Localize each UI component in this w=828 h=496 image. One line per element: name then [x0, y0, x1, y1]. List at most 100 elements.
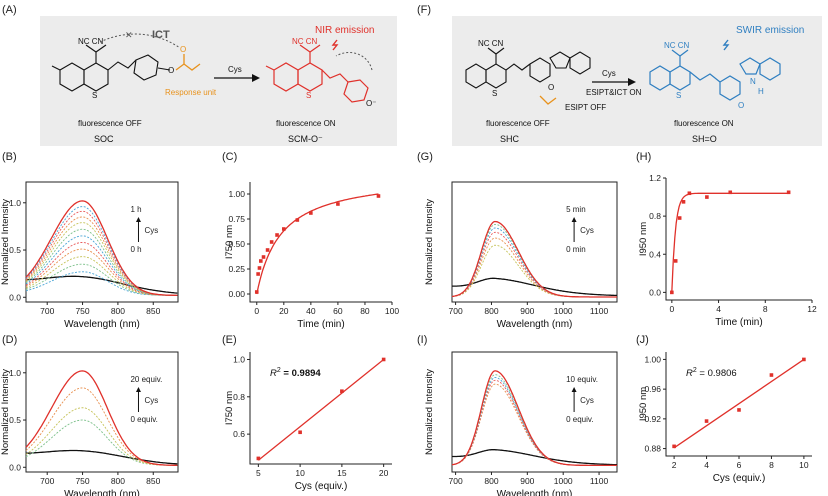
scheme-F-left-name: SHC — [500, 134, 520, 144]
data-point-H — [681, 200, 686, 204]
data-point-H — [786, 190, 791, 195]
plot-frame-B — [25, 181, 179, 303]
x-tick-label: 800 — [111, 306, 125, 316]
data-point-E — [256, 456, 261, 461]
x-tick-label: 900 — [520, 476, 534, 486]
axes-J — [665, 352, 812, 457]
scheme-F-left-molecule — [465, 47, 591, 89]
data-point-E — [298, 430, 302, 435]
scheme-A-background — [40, 16, 397, 146]
x-axis-title-I: Wavelength (nm) — [497, 489, 573, 496]
y-axis-title-B: Normalized Intensity — [0, 199, 11, 285]
data-point-H — [673, 259, 678, 263]
scheme-F-left-cn-label: NC CN — [478, 39, 504, 48]
chart-G: (G) 700 800 900 1000 1100 Wavelength (nm) Norma… — [417, 151, 618, 330]
data-point-C — [261, 255, 266, 259]
y-axis-title-I: Normalized Intensity — [424, 369, 435, 455]
data-point-J — [737, 408, 741, 412]
y-tick-label: 1.0 — [233, 354, 245, 364]
x-tick-label: 800 — [484, 306, 498, 316]
annotation-arrowhead-G — [571, 217, 577, 222]
x-tick-label: 100 — [385, 306, 399, 316]
spectrum-line-G-black — [452, 277, 618, 297]
x-tick-label: 60 — [333, 306, 343, 316]
scheme-A-left-name: SOC — [94, 134, 114, 144]
scheme-A-cn-label: NC CN — [78, 37, 104, 46]
y-tick-label: 1.00 — [644, 354, 661, 364]
data-point-H — [677, 216, 682, 220]
x-tick-label: 12 — [807, 304, 817, 314]
scheme-F-right-molecule — [649, 49, 781, 101]
data-point-H — [670, 290, 674, 295]
scheme-A-right-s-atom: S — [306, 91, 311, 100]
scheme-F-left-o-atom: O — [548, 83, 554, 92]
chart-C: (C) 0 20 40 60 80 100 0.00 0.25 0.50 0.75 1.00 Time … — [222, 151, 399, 330]
scheme-A-reaction-arrowhead — [252, 74, 260, 82]
data-point-C — [256, 272, 260, 276]
x-tick-label: 20 — [379, 468, 389, 478]
spectrum-line-B-dashed — [25, 235, 178, 296]
data-point-C — [265, 248, 270, 252]
chart-H: (H) 0 4 8 12 0.0 0.4 0.8 1.2 Time (min) I950 nm — [636, 151, 817, 328]
x-tick-label: 20 — [279, 306, 289, 316]
scheme-A-cross: ✕ — [125, 30, 133, 40]
chart-J: (J) 2 4 6 8 10 0.88 0.92 0.96 1.00 Cys (equiv.) I95… — [636, 334, 812, 484]
panel-label-D: (D) — [2, 334, 17, 346]
y-tick-label: 0.6 — [233, 429, 245, 439]
scheme-A-o-atom: O — [168, 66, 174, 75]
r-squared-E: R2 = 0.9894 — [270, 367, 321, 379]
fit-line-J — [673, 358, 805, 449]
plot-frame-G — [451, 181, 618, 303]
r-squared-exponent: 2 — [693, 367, 697, 374]
scheme-F-response-unit — [539, 95, 557, 105]
panel-label-I: (I) — [417, 334, 427, 346]
fit-line-E — [257, 358, 385, 461]
scheme-A-reagent: Cys — [228, 65, 242, 74]
x-tick-label: 0 — [254, 306, 259, 316]
data-point-J — [704, 419, 709, 423]
r-squared-exponent: 2 — [277, 367, 281, 374]
r-squared-value: = 0.9806 — [697, 368, 737, 379]
spectrum-line-I-red — [451, 370, 617, 467]
scheme-F-reaction-arrowhead — [628, 78, 636, 86]
spectrum-line-G-red — [451, 220, 617, 298]
spectrum-line-B-dashed — [25, 228, 178, 296]
x-tick-label: 750 — [75, 476, 89, 486]
scheme-A-right-molecule — [265, 44, 369, 103]
y-tick-label: 0.75 — [228, 214, 245, 224]
data-point-E — [381, 357, 386, 362]
x-tick-label: 900 — [520, 306, 534, 316]
annotation-reagent-G: Cys — [580, 226, 594, 235]
x-tick-label: 4 — [704, 460, 709, 470]
y-tick-label: 0.8 — [233, 392, 245, 402]
spectrum-line-I-black — [452, 449, 617, 466]
spectrum-line-G-dashed — [451, 227, 617, 298]
data-point-H — [687, 191, 692, 196]
y-axis-title-C: I750 nm — [224, 225, 235, 259]
x-axis-title-D: Wavelength (nm) — [64, 489, 140, 496]
x-tick-label: 700 — [40, 306, 54, 316]
x-tick-label: 800 — [484, 476, 498, 486]
scheme-F-left-state: fluorescence OFF — [486, 119, 550, 128]
panel-label-J: (J) — [636, 334, 649, 346]
r-squared-symbol: R — [686, 368, 693, 379]
scheme-F-left-s-atom: S — [492, 89, 497, 98]
x-tick-label: 10 — [799, 460, 809, 470]
plot-frame-I — [451, 351, 618, 473]
x-tick-label: 750 — [75, 306, 89, 316]
scheme-A-right-cn-label: NC CN — [292, 37, 318, 46]
scheme-A-ict-label: ICT — [152, 29, 170, 41]
spectrum-line-B-dashed — [25, 206, 178, 296]
x-tick-label: 10 — [295, 468, 305, 478]
x-tick-label: 2 — [672, 460, 677, 470]
y-tick-label: 0.00 — [228, 289, 245, 299]
spectrum-line-G-dashed — [452, 244, 617, 298]
x-tick-label: 40 — [306, 306, 316, 316]
annotation-bottom-D: 0 equiv. — [130, 415, 157, 424]
panel-label-B: (B) — [2, 151, 17, 163]
y-axis-title-E: I750 nm — [224, 391, 235, 425]
data-point-C — [282, 227, 286, 231]
x-tick-label: 15 — [337, 468, 347, 478]
y-tick-label: 0.0 — [9, 462, 21, 472]
scheme-A-left-molecule — [51, 44, 171, 92]
